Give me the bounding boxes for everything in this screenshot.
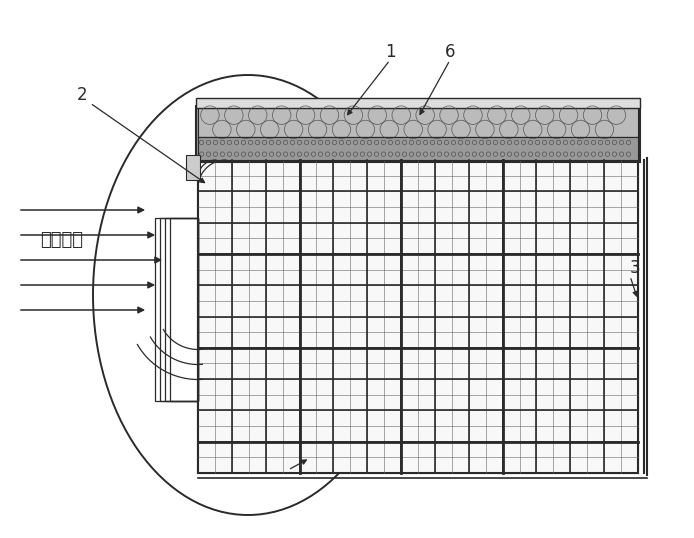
Bar [198,137,638,160]
Bar [196,106,640,162]
Bar [155,218,198,401]
Text: 6: 6 [445,43,455,61]
Bar [170,218,198,401]
Bar [198,160,638,473]
Bar [165,218,198,401]
Text: 气流方向: 气流方向 [40,231,83,249]
Bar [198,108,638,473]
Bar [160,218,198,401]
Text: 1: 1 [384,43,396,61]
Bar [186,155,200,180]
Bar [196,98,640,108]
Text: 3: 3 [629,259,641,277]
Text: 2: 2 [77,86,87,104]
Bar [198,108,638,137]
